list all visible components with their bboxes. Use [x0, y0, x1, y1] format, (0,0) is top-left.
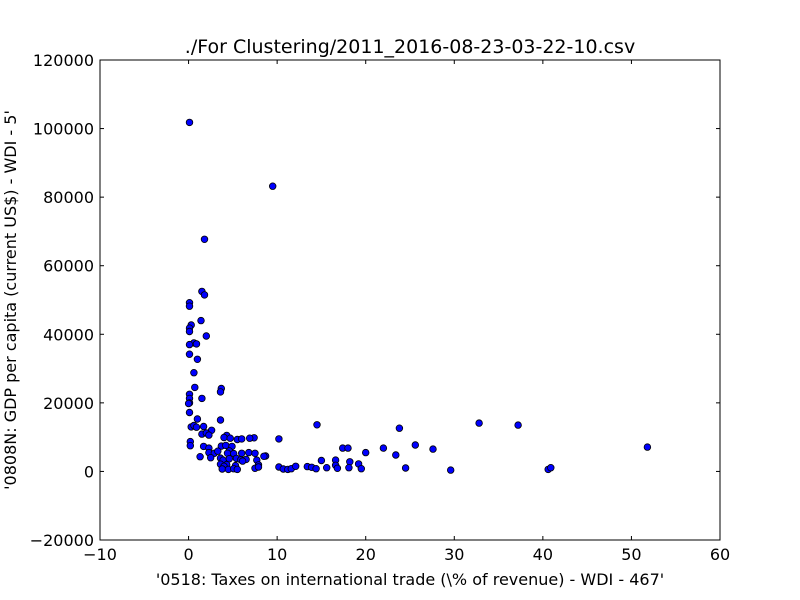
x-tick-label: 30 [444, 545, 464, 564]
data-point [312, 465, 320, 473]
data-point [317, 456, 326, 465]
plot-border [99, 59, 721, 541]
data-point [275, 435, 283, 443]
data-point [323, 464, 331, 472]
y-tick-label: 80000 [43, 188, 94, 207]
data-points [184, 118, 652, 474]
y-tick-label: 40000 [43, 325, 94, 344]
data-point [190, 369, 198, 377]
data-point [292, 462, 300, 470]
data-point [193, 355, 202, 363]
data-point [475, 419, 483, 427]
data-point [185, 118, 194, 127]
data-point [379, 444, 388, 452]
data-point [254, 463, 263, 471]
data-point [411, 441, 419, 449]
y-tick-label: 60000 [43, 257, 94, 276]
y-axis-label: '0808N: GDP per capita (current US$) - W… [1, 110, 20, 490]
data-point [185, 340, 194, 349]
data-point [199, 422, 208, 431]
data-point [200, 235, 209, 243]
data-point [514, 421, 522, 429]
data-point [185, 302, 194, 310]
data-point [216, 416, 225, 424]
data-point [214, 447, 222, 455]
data-point [184, 399, 193, 408]
data-point [269, 182, 277, 190]
data-point [245, 448, 253, 457]
x-tick-label: 0 [183, 545, 193, 564]
x-tick-label: 40 [533, 545, 553, 564]
data-point [357, 465, 365, 473]
data-point [344, 444, 352, 452]
x-axis-label: '0518: Taxes on international trade (\% … [156, 570, 664, 589]
data-point [643, 443, 652, 451]
data-point [333, 464, 342, 472]
data-point [192, 340, 201, 348]
data-point [193, 415, 202, 423]
x-tick-label: 60 [710, 545, 730, 564]
y-tick-label: 120000 [33, 51, 94, 70]
y-axis-ticks: −20000 0 20000 40000 60000 80000 100000 120000 [30, 51, 720, 550]
data-point [237, 449, 246, 457]
data-point [192, 423, 201, 431]
data-point [226, 434, 234, 442]
data-point [185, 350, 194, 358]
data-point [401, 464, 410, 472]
data-point [547, 464, 555, 472]
x-tick-label: 20 [356, 545, 376, 564]
y-tick-label: 20000 [43, 394, 94, 413]
data-point [202, 332, 210, 340]
data-point [238, 457, 247, 465]
data-point [345, 464, 353, 472]
data-point [260, 452, 268, 460]
data-point [251, 449, 259, 457]
data-point [191, 383, 199, 392]
data-point [216, 388, 225, 396]
x-axis-ticks: −10 0 10 20 30 40 50 60 [83, 60, 730, 564]
data-point [447, 466, 455, 474]
data-point [186, 442, 194, 450]
data-point [185, 327, 194, 336]
data-point [233, 465, 241, 474]
data-point [313, 421, 321, 429]
data-point [185, 408, 194, 417]
y-tick-label: 100000 [33, 120, 94, 139]
data-point [205, 431, 213, 439]
plot-area: −10 0 10 20 30 40 50 60 −20000 0 20000 40000 60000 8… [30, 51, 730, 564]
data-point [220, 433, 228, 442]
y-tick-label: 0 [84, 462, 94, 481]
y-tick-label: −20000 [30, 531, 94, 550]
x-tick-label: −10 [83, 545, 117, 564]
data-point [198, 394, 206, 403]
data-point [346, 458, 354, 466]
data-point [197, 316, 205, 325]
data-point [218, 465, 226, 473]
data-point [200, 291, 209, 299]
data-point [395, 424, 404, 432]
data-point [429, 445, 437, 453]
x-tick-label: 10 [267, 545, 287, 564]
x-tick-label: 50 [621, 545, 641, 564]
data-point [206, 454, 215, 462]
chart-title: ./For Clustering/2011_2016-08-23-03-22-1… [185, 36, 635, 58]
data-point [362, 448, 370, 457]
data-point [392, 451, 400, 459]
data-point [237, 435, 246, 443]
data-point [196, 453, 204, 461]
plot-background [100, 60, 720, 540]
data-point [245, 434, 254, 442]
